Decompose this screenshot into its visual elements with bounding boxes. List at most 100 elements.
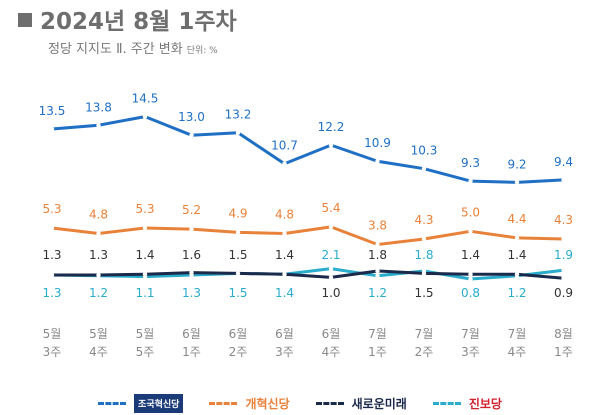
legend-item: 진보당: [432, 395, 502, 412]
data-point: [282, 161, 287, 166]
data-label: 3.8: [368, 219, 387, 233]
x-tick-label: 5월: [136, 327, 155, 341]
data-point: [96, 231, 101, 236]
x-tick-label: 3주: [461, 345, 480, 359]
data-label: 1.4: [461, 248, 480, 262]
x-tick-label: 7월: [415, 327, 434, 341]
data-label: 1.2: [89, 286, 108, 300]
data-label: 12.2: [318, 120, 345, 134]
data-label: 1.4: [275, 248, 294, 262]
data-label: 10.3: [411, 144, 438, 158]
x-tick-label: 7월: [461, 327, 480, 341]
data-label: 1.5: [228, 286, 247, 300]
data-label: 1.1: [135, 286, 154, 300]
x-tick-label: 7월: [368, 327, 387, 341]
legend-item: 개혁신당: [209, 395, 290, 412]
x-tick-label: 3주: [275, 345, 294, 359]
unit-label: 단위: %: [186, 46, 218, 56]
data-label: 1.3: [42, 248, 61, 262]
data-point: [468, 276, 473, 282]
data-point: [375, 268, 380, 274]
data-point: [468, 229, 473, 234]
title-text: 2024년 8월 1주차: [40, 9, 237, 35]
data-point: [421, 166, 427, 171]
data-point: [189, 133, 194, 138]
data-label: 1.0: [321, 286, 340, 300]
legend-label: 새로운미래: [351, 397, 407, 411]
data-label: 4.9: [228, 206, 247, 220]
legend: 조국혁신당 개혁신당 새로운미래 진보당: [0, 394, 600, 413]
x-tick-label: 5월: [43, 327, 62, 341]
series-line-1: [51, 225, 564, 246]
data-label: 13.8: [85, 100, 112, 114]
legend-swatch: [315, 402, 344, 405]
data-point: [514, 235, 520, 241]
series-line-3: [51, 267, 564, 281]
series-line-2: [52, 269, 564, 280]
data-label: 13.2: [225, 108, 252, 122]
subtitle-text: 정당 지지도 Ⅱ. 주간 변화: [48, 42, 183, 57]
data-point: [561, 236, 566, 242]
data-point: [142, 114, 148, 119]
series-line-0: [51, 115, 564, 184]
data-label: 5.3: [135, 202, 154, 216]
legend-item: 새로운미래: [315, 395, 407, 412]
plot-area: 1.3 1.2 1.1 1.3 1.5 1.4 2.1 1.2 1.8 0.8 1.2 1.9 1.3 1…: [39, 92, 573, 359]
data-point: [328, 275, 334, 280]
data-label: 9.2: [507, 157, 526, 171]
data-point: [282, 272, 287, 277]
data-point: [375, 159, 380, 164]
legend-label: 개혁신당: [245, 397, 290, 411]
data-label: 1.3: [42, 286, 61, 300]
data-label: 5.4: [321, 201, 340, 215]
data-point: [514, 180, 520, 185]
data-label: 10.7: [271, 139, 298, 153]
data-label: 1.8: [414, 248, 433, 262]
data-point: [189, 270, 194, 275]
data-label: 0.8: [461, 286, 480, 300]
x-tick-label: 2주: [415, 345, 434, 359]
data-point: [96, 123, 101, 128]
data-point: [421, 271, 427, 276]
data-label: 4.4: [507, 212, 526, 226]
data-point: [235, 130, 241, 135]
data-point: [328, 142, 334, 148]
x-tick-label: 2주: [229, 345, 248, 359]
data-label: 2.1: [321, 248, 340, 262]
data-point: [561, 177, 566, 183]
data-point: [328, 224, 334, 230]
data-point: [375, 273, 380, 278]
data-label: 4.3: [554, 213, 573, 227]
data-label: 10.9: [364, 136, 391, 150]
data-label: 0.9: [554, 286, 573, 300]
x-tick-label: 8월: [554, 327, 573, 341]
data-point: [561, 276, 566, 281]
data-point: [561, 268, 566, 273]
data-label: 5.0: [461, 205, 480, 219]
x-tick-label: 3주: [43, 345, 62, 359]
x-tick-label: 4주: [508, 345, 527, 359]
x-tick-label: 6월: [182, 327, 201, 341]
data-point: [235, 230, 241, 235]
data-point: [328, 266, 334, 271]
data-label: 5.2: [182, 203, 201, 217]
data-point: [375, 242, 380, 247]
data-label: 1.9: [554, 248, 573, 262]
data-label: 1.3: [89, 248, 108, 262]
data-point: [421, 236, 427, 242]
x-tick-label: 6월: [229, 327, 248, 341]
legend-label: 조국혁신당: [134, 394, 184, 413]
data-point: [49, 126, 55, 132]
data-label: 9.3: [461, 156, 480, 170]
x-tick-label: 5월: [89, 327, 108, 341]
data-label: 13.5: [39, 104, 66, 118]
data-label: 13.0: [178, 110, 205, 124]
x-tick-label: 6월: [322, 327, 341, 341]
data-point: [49, 272, 55, 278]
data-point: [282, 231, 287, 236]
data-label: 1.2: [368, 286, 387, 300]
data-label: 1.3: [182, 286, 201, 300]
x-tick-label: 7월: [508, 327, 527, 341]
data-label: 14.5: [132, 92, 159, 106]
